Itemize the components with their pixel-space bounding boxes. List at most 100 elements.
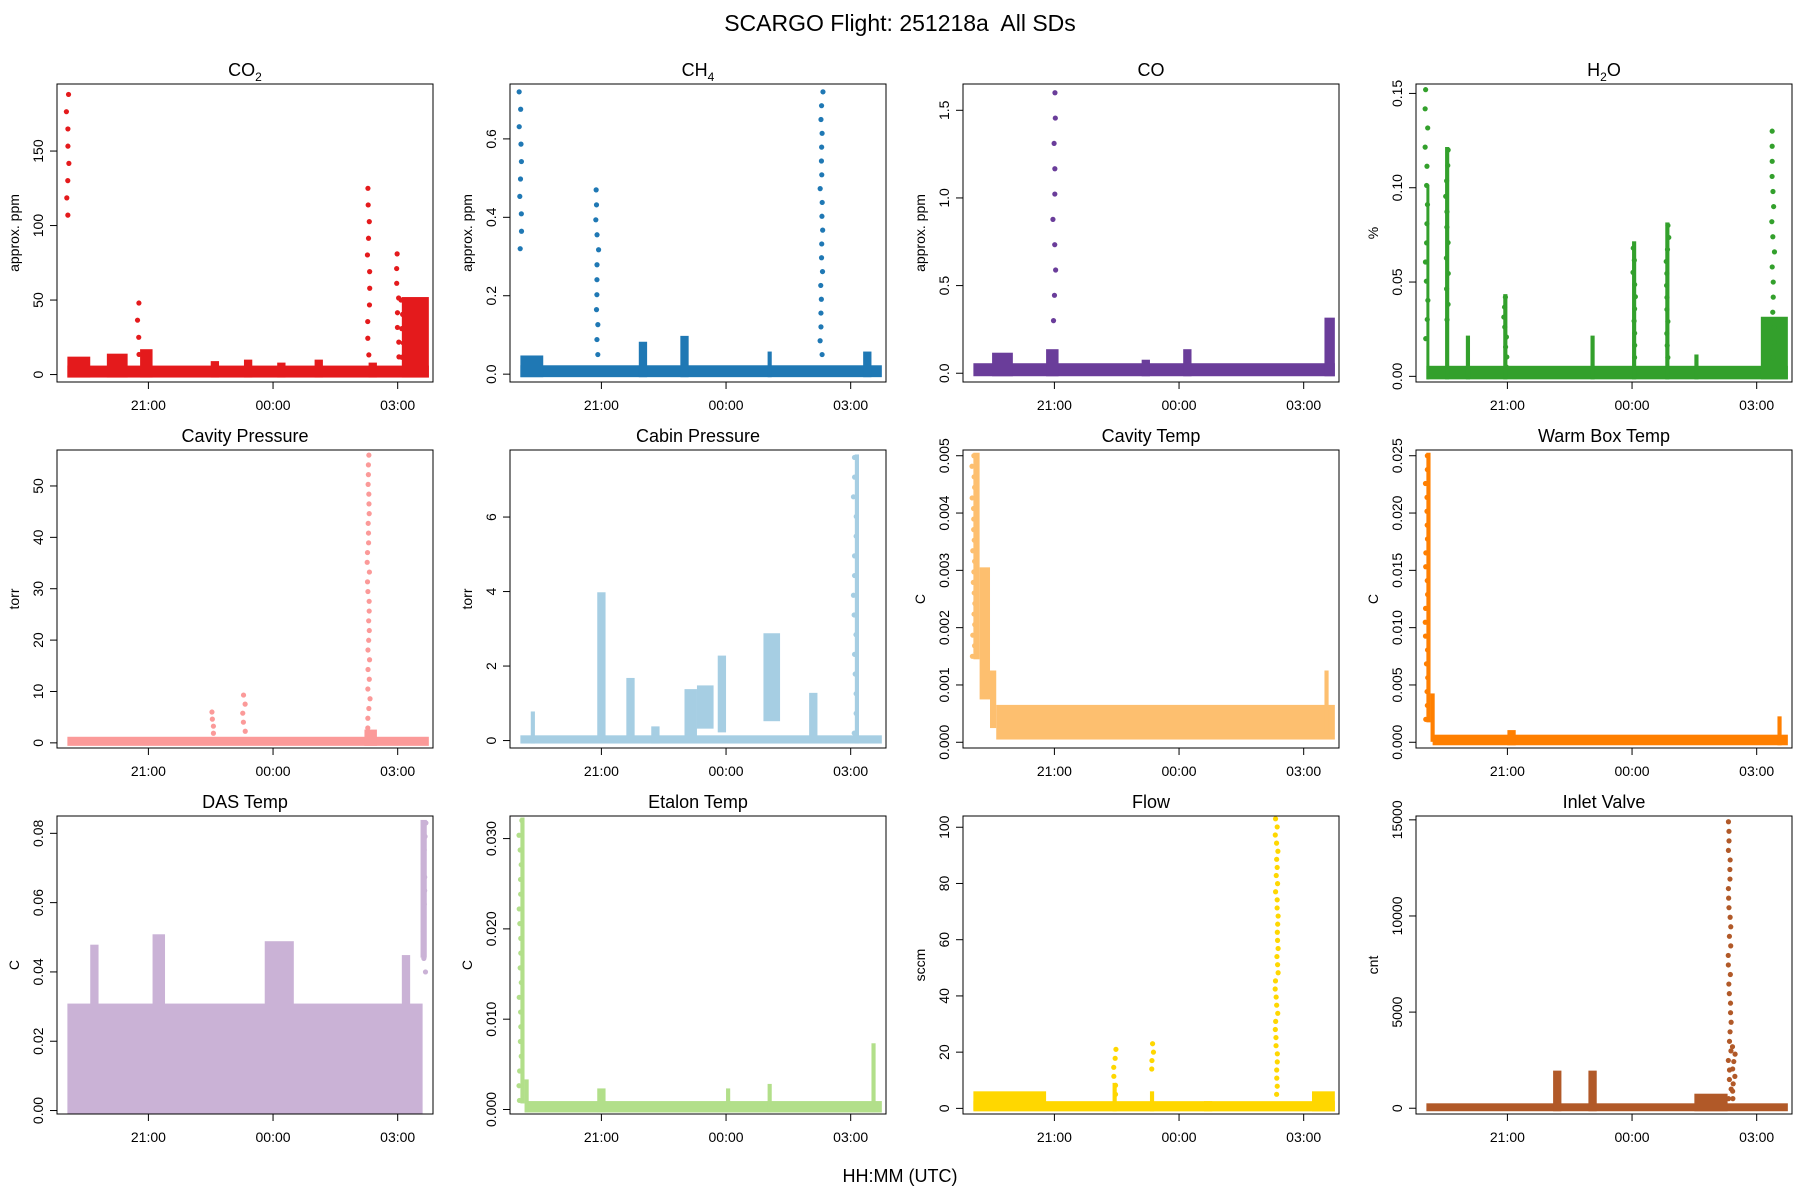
data-segment xyxy=(1430,693,1435,742)
data-point xyxy=(593,202,600,208)
data-point xyxy=(366,219,372,225)
data-point xyxy=(853,710,859,717)
data-point xyxy=(1445,162,1451,169)
data-point xyxy=(818,103,825,109)
baseline-band xyxy=(526,1101,882,1113)
data-point xyxy=(422,969,429,975)
data-segment xyxy=(524,1079,529,1113)
data-point xyxy=(972,484,978,491)
data-point xyxy=(1665,318,1671,325)
data-point xyxy=(1663,282,1670,289)
data-point xyxy=(66,160,72,166)
data-point xyxy=(1274,864,1280,871)
data-point xyxy=(1725,885,1732,892)
data-point xyxy=(366,608,372,614)
y-tick-label: 0.6 xyxy=(483,129,499,149)
data-point xyxy=(365,666,371,673)
data-point xyxy=(367,285,373,291)
plot-frame xyxy=(56,449,434,749)
y-tick-label: 0.5 xyxy=(936,276,952,296)
data-point xyxy=(365,588,371,595)
data-point xyxy=(1273,1018,1279,1024)
data-point xyxy=(971,527,977,533)
data-point xyxy=(1275,970,1281,976)
data-point xyxy=(969,463,975,469)
data-point xyxy=(394,324,401,331)
data-layer xyxy=(1422,452,1788,746)
x-tick-label: 21:00 xyxy=(131,397,166,413)
data-segment xyxy=(1311,1091,1335,1112)
y-tick-label: 0.010 xyxy=(1389,610,1405,645)
y-tick-label: 0.000 xyxy=(936,725,952,760)
x-tick-label: 03:00 xyxy=(1739,1129,1774,1145)
data-segment xyxy=(992,352,1013,377)
data-point xyxy=(366,352,372,358)
baseline-band xyxy=(67,1003,423,1114)
data-segment xyxy=(680,335,689,378)
data-point xyxy=(517,1068,523,1074)
plot-frame xyxy=(509,83,887,383)
data-point xyxy=(240,692,247,698)
data-segment xyxy=(990,670,997,729)
data-point xyxy=(422,874,428,880)
data-point xyxy=(817,186,823,192)
data-point xyxy=(1274,881,1281,887)
data-point xyxy=(65,126,71,132)
data-point xyxy=(1730,1066,1736,1072)
panel-title: CO xyxy=(1138,60,1165,80)
data-point xyxy=(1424,536,1431,542)
data-point xyxy=(1051,292,1058,298)
data-point xyxy=(853,533,859,539)
y-tick-label: 20 xyxy=(30,632,46,648)
data-point xyxy=(1443,193,1449,199)
data-segment xyxy=(1553,1070,1562,1112)
data-point xyxy=(518,891,524,897)
plot-frame xyxy=(962,83,1340,383)
data-point xyxy=(1274,1091,1280,1097)
data-point xyxy=(1769,173,1775,180)
data-point xyxy=(1424,702,1430,709)
data-point xyxy=(240,719,247,725)
x-tick-label: 00:00 xyxy=(256,1129,291,1145)
data-point xyxy=(1727,876,1733,882)
data-point xyxy=(1273,872,1279,879)
data-point xyxy=(1769,158,1775,164)
data-point xyxy=(518,950,524,956)
data-layer xyxy=(973,816,1335,1112)
baseline-band xyxy=(67,736,429,746)
plot-frame xyxy=(962,815,1340,1115)
y-tick-label: 0.010 xyxy=(483,1001,499,1036)
data-point xyxy=(1445,270,1451,277)
x-tick-label: 00:00 xyxy=(256,397,291,413)
data-point xyxy=(400,340,406,346)
plot-frame xyxy=(1415,815,1793,1115)
data-segment xyxy=(1183,349,1192,377)
x-tick-label: 21:00 xyxy=(584,1129,619,1145)
data-point xyxy=(64,195,70,201)
data-point xyxy=(1631,318,1637,324)
data-point xyxy=(819,213,825,219)
data-point xyxy=(1732,1073,1738,1079)
data-point xyxy=(365,520,371,526)
x-tick-label: 00:00 xyxy=(709,763,744,779)
data-point xyxy=(136,300,142,306)
y-tick-label: 30 xyxy=(30,581,46,597)
data-point xyxy=(517,965,523,971)
data-point xyxy=(1423,716,1429,722)
data-point xyxy=(366,627,372,634)
data-segment xyxy=(767,1083,772,1113)
data-point xyxy=(1424,201,1431,208)
data-point xyxy=(1424,508,1430,514)
x-tick-label: 03:00 xyxy=(833,397,868,413)
data-layer xyxy=(67,452,429,746)
x-tick-label: 00:00 xyxy=(1162,763,1197,779)
data-point xyxy=(516,1083,522,1089)
data-layer xyxy=(516,89,882,378)
data-point xyxy=(518,141,524,147)
panel-6: Cabin Pressure 0 2 4 6 torr 21:00 00:00 03:00 xyxy=(459,426,887,779)
data-point xyxy=(818,116,824,123)
x-tick-label: 03:00 xyxy=(1286,1129,1321,1145)
data-point xyxy=(1728,924,1734,930)
figure-title: SCARGO Flight: 251218a All SDs xyxy=(724,10,1076,36)
